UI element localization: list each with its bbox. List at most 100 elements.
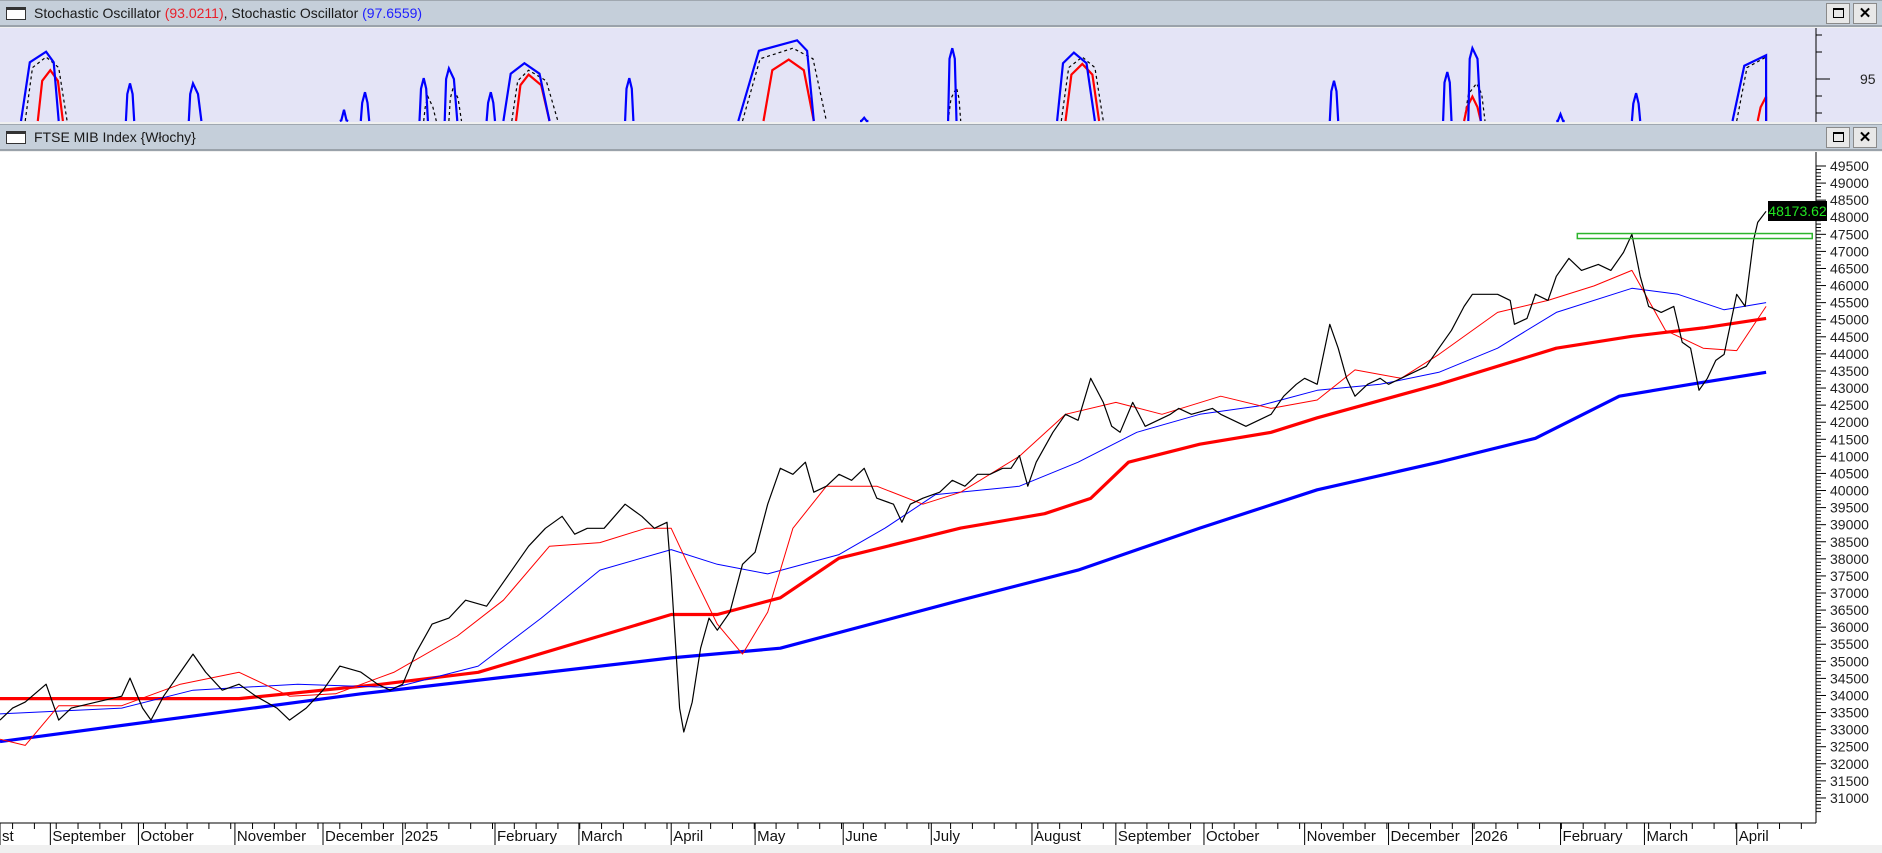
stochastic-dashed-black-segment: [423, 94, 437, 122]
x-tick-label: September: [52, 828, 125, 845]
y-tick-label: 46500: [1830, 260, 1869, 276]
maximize-button[interactable]: [1826, 3, 1850, 24]
y-tick-label: 38000: [1830, 551, 1869, 567]
stochastic-dashed-black-segment: [1463, 82, 1486, 122]
stochastic-title-1: Stochastic Oscillator: [34, 5, 161, 21]
maximize-icon: [1832, 8, 1844, 18]
x-tick-label: April: [673, 828, 703, 845]
resistance-line[interactable]: [1576, 232, 1813, 240]
stochastic-title-2: Stochastic Oscillator: [231, 5, 359, 21]
close-icon: ✕: [1858, 5, 1872, 22]
stochastic-solid-red-segment: [36, 68, 64, 122]
y-tick-label: 41500: [1830, 431, 1869, 447]
y-tick-label: 36000: [1830, 619, 1869, 635]
x-tick-label: March: [581, 828, 623, 845]
stochastic-solid-red-segment: [1463, 94, 1482, 122]
y-tick-label: 31500: [1830, 773, 1869, 789]
stochastic-solid-blue-segment: [1056, 51, 1096, 122]
y-tick-label: 44500: [1830, 329, 1869, 345]
y-tick-label: 40500: [1830, 465, 1869, 481]
stochastic-solid-blue-segment: [737, 39, 815, 122]
y-tick-label: 37000: [1830, 585, 1869, 601]
close-button[interactable]: ✕: [1853, 127, 1877, 148]
y-tick-label: 33500: [1830, 705, 1869, 721]
stochastic-solid-blue-segment: [187, 80, 203, 122]
x-tick-label: 2026: [1474, 828, 1507, 845]
y-tick-label: 48000: [1830, 209, 1869, 225]
main-panel-titlebar[interactable]: FTSE MIB Index {Włochy} ✕: [0, 124, 1882, 151]
x-tick-label: December: [325, 828, 394, 845]
maximize-icon: [1832, 132, 1844, 142]
close-button[interactable]: ✕: [1853, 3, 1877, 24]
series-price: [0, 210, 1767, 733]
y-tick-label: 34000: [1830, 687, 1869, 703]
stochastic-k-value: (97.6559): [362, 5, 423, 21]
y-tick-label: 32000: [1830, 756, 1869, 772]
stochastic-panel-title: Stochastic Oscillator (93.0211), Stochas…: [34, 5, 422, 21]
x-tick-label: September: [1118, 828, 1191, 845]
stochastic-plot-background: [0, 28, 1882, 122]
close-icon: ✕: [1858, 129, 1872, 146]
y-tick-label: 39000: [1830, 517, 1869, 533]
x-tick-label: November: [1307, 828, 1376, 845]
x-tick-label: February: [497, 828, 558, 845]
series-ma-200: [0, 370, 1767, 744]
stochastic-solid-blue-segment: [485, 91, 497, 122]
title-separator: ,: [223, 5, 232, 21]
stochastic-dashed-black-segment: [511, 69, 559, 122]
stochastic-solid-blue-segment: [1731, 53, 1768, 122]
y-tick-label: 49500: [1830, 158, 1869, 174]
stochastic-dashed-black-segment: [741, 47, 827, 122]
main-panel-title: FTSE MIB Index {Włochy}: [34, 129, 196, 145]
stochastic-y-tick-label: 95: [1860, 71, 1876, 87]
y-tick-label: 35500: [1830, 636, 1869, 652]
x-tick-label: July: [933, 828, 960, 845]
y-tick-label: 42000: [1830, 414, 1869, 430]
stochastic-solid-red-segment: [762, 58, 815, 122]
y-tick-label: 40000: [1830, 483, 1869, 499]
x-tick-label: st: [2, 828, 15, 845]
stochastic-solid-blue-segment: [339, 109, 349, 123]
stochastic-solid-blue-segment: [1630, 92, 1642, 122]
series-ma-20: [0, 269, 1767, 746]
stochastic-solid-blue-segment: [418, 77, 429, 122]
window-icon: [6, 7, 26, 20]
y-tick-label: 33000: [1830, 722, 1869, 738]
x-tick-label: November: [237, 828, 306, 845]
x-tick-label: 2025: [405, 828, 438, 845]
stochastic-solid-blue-segment: [624, 77, 635, 122]
y-tick-label: 47000: [1830, 243, 1869, 259]
stochastic-solid-blue-segment: [502, 61, 551, 122]
stochastic-solid-blue-segment: [1328, 80, 1340, 122]
y-tick-label: 36500: [1830, 602, 1869, 618]
stochastic-d-value: (93.0211): [164, 5, 224, 21]
y-tick-label: 31000: [1830, 790, 1869, 806]
y-tick-label: 43500: [1830, 363, 1869, 379]
y-tick-label: 38500: [1830, 534, 1869, 550]
x-tick-label: October: [140, 828, 193, 845]
stochastic-panel-titlebar[interactable]: Stochastic Oscillator (93.0211), Stochas…: [0, 0, 1882, 27]
x-axis: st September October November December 2025 Fe…: [0, 823, 1802, 845]
x-tick-label: March: [1646, 828, 1688, 845]
x-tick-label: May: [757, 828, 786, 845]
y-tick-label: 49000: [1830, 175, 1869, 191]
x-tick-label: April: [1739, 828, 1769, 845]
stochastic-solid-blue-segment: [443, 65, 459, 122]
y-tick-label: 47500: [1830, 226, 1869, 242]
stochastic-solid-blue-segment: [359, 91, 371, 122]
stochastic-solid-blue-segment: [124, 83, 136, 122]
stochastic-solid-blue-segment: [947, 47, 958, 122]
y-tick-label: 35000: [1830, 653, 1869, 669]
stochastic-solid-blue-segment: [1467, 44, 1482, 122]
x-tick-label: June: [845, 828, 878, 845]
series-ma-100: [0, 316, 1767, 701]
main-plot-background: [0, 152, 1882, 823]
x-tick-label: August: [1034, 828, 1082, 845]
y-tick-label: 43000: [1830, 380, 1869, 396]
maximize-button[interactable]: [1826, 127, 1850, 148]
x-tick-label: December: [1391, 828, 1460, 845]
y-tick-label: 39500: [1830, 500, 1869, 516]
stochastic-solid-blue-segment: [1556, 111, 1565, 123]
